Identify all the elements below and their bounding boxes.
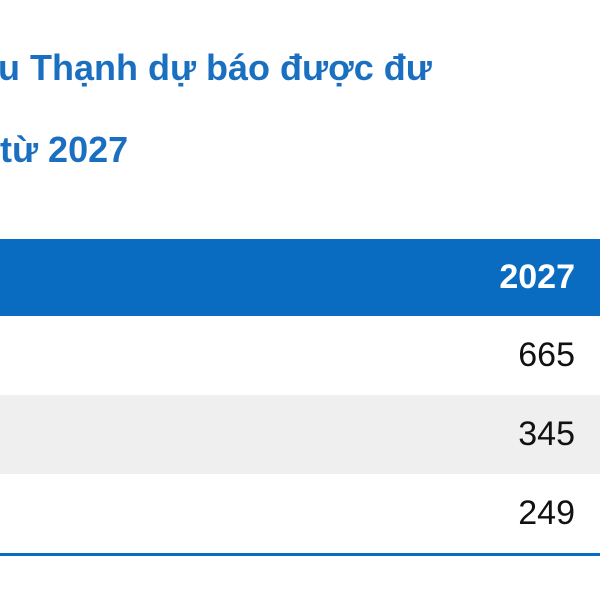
- table-row: 345: [0, 395, 600, 474]
- table-header: 2027: [0, 239, 600, 316]
- header-cell: 2027: [499, 258, 575, 296]
- table-cell: 345: [518, 415, 575, 453]
- table-cell: 665: [518, 336, 575, 374]
- title-line: từ 2027: [0, 129, 129, 170]
- table-cell: 249: [518, 494, 575, 532]
- title-line: u Thạnh dự báo được đư: [0, 47, 432, 88]
- table-row: 249: [0, 474, 600, 553]
- table: 2027 665 345 249: [0, 239, 600, 556]
- table-row: 665: [0, 316, 600, 395]
- table-bottom-rule: [0, 553, 600, 556]
